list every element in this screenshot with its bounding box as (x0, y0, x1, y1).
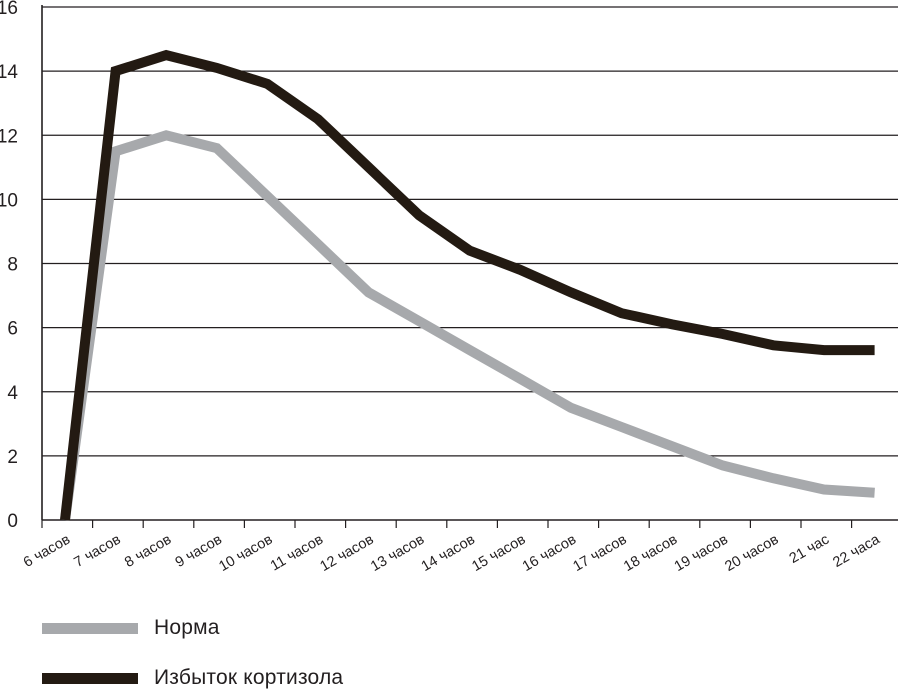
x-tick-label: 7 часов (72, 531, 124, 570)
legend-label-excess-cortisol: Избыток кортизола (154, 666, 344, 689)
y-tick-labels: 0 2 4 6 8 10 12 14 16 (0, 0, 18, 532)
series-line-excess-cortisol (60, 49, 875, 521)
legend-item-norm: Норма (42, 616, 220, 640)
x-tick-label: 11 часов (268, 531, 326, 574)
y-tick-label: 14 (0, 62, 18, 83)
y-tick-label: 6 (7, 319, 18, 340)
x-tick-label: 12 часов (318, 531, 377, 574)
legend-swatch-excess-cortisol (42, 672, 138, 684)
y-tick-label: 12 (0, 126, 18, 147)
x-tick-label: 21 час (787, 532, 832, 567)
y-tick-label: 10 (0, 190, 18, 211)
legend-swatch-norm (42, 622, 138, 634)
x-tick-label: 6 часов (21, 531, 73, 570)
axes (41, 5, 898, 528)
y-tick-label: 16 (0, 0, 18, 19)
x-tick-label: 9 часов (173, 531, 225, 570)
x-tick-label: 20 часов (722, 531, 781, 574)
legend-label-norm: Норма (154, 616, 220, 639)
x-tick-label: 8 часов (122, 531, 174, 570)
legend-item-excess-cortisol: Избыток кортизола (42, 666, 343, 690)
x-tick-label: 14 часов (419, 531, 478, 574)
x-tick-label: 16 часов (520, 531, 579, 574)
y-tick-label: 8 (7, 255, 18, 276)
x-tick-label: 15 часов (469, 531, 528, 574)
x-tick-label: 17 часов (571, 531, 630, 574)
x-tick-label: 22 часа (830, 531, 883, 571)
grid-lines (42, 6, 898, 457)
series-line-norm (60, 130, 875, 521)
series-lines (60, 49, 875, 521)
x-tick-label: 13 часов (368, 531, 427, 574)
x-tick-label: 18 часов (621, 531, 680, 574)
y-tick-label: 2 (7, 447, 18, 468)
x-tick-label: 10 часов (216, 531, 275, 574)
x-tick-label: 19 часов (672, 531, 731, 574)
y-tick-label: 0 (7, 511, 18, 532)
y-tick-label: 4 (7, 383, 18, 404)
